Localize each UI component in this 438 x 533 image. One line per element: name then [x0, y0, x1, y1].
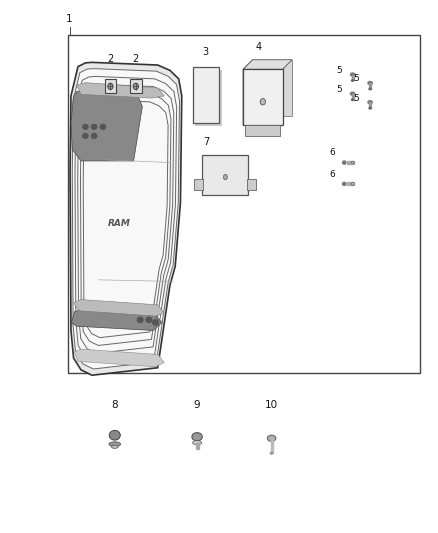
Ellipse shape [109, 431, 120, 440]
Bar [369, 102, 371, 108]
Bar [347, 161, 354, 164]
Bar [105, 79, 116, 93]
Ellipse shape [369, 108, 371, 109]
Bar [194, 179, 203, 190]
Ellipse shape [108, 83, 113, 90]
Text: 3: 3 [203, 47, 209, 57]
Text: RAM: RAM [108, 220, 131, 228]
Text: 6: 6 [329, 149, 335, 157]
Ellipse shape [92, 124, 97, 130]
Ellipse shape [352, 80, 353, 81]
Bar [352, 94, 353, 100]
Text: 7: 7 [203, 137, 209, 147]
Bar [193, 67, 219, 123]
Ellipse shape [223, 174, 227, 180]
Polygon shape [71, 309, 162, 330]
Ellipse shape [343, 182, 346, 185]
Text: 6: 6 [329, 170, 335, 179]
Ellipse shape [146, 317, 152, 322]
Ellipse shape [92, 134, 97, 139]
Polygon shape [72, 69, 180, 369]
Bar [253, 60, 292, 116]
Polygon shape [71, 90, 142, 161]
Bar [369, 83, 371, 89]
Bar [130, 79, 141, 93]
Text: 5: 5 [336, 66, 342, 75]
Ellipse shape [369, 88, 371, 90]
Text: 5: 5 [353, 75, 359, 83]
Ellipse shape [368, 101, 372, 104]
Ellipse shape [352, 99, 353, 100]
Text: 2: 2 [107, 54, 113, 64]
Ellipse shape [133, 83, 138, 90]
Polygon shape [75, 76, 177, 361]
Bar [196, 443, 198, 449]
Ellipse shape [351, 183, 354, 185]
Ellipse shape [260, 99, 265, 105]
Ellipse shape [83, 124, 88, 130]
Bar [247, 179, 256, 190]
Bar [271, 438, 272, 453]
Ellipse shape [343, 161, 346, 164]
Text: 10: 10 [265, 400, 278, 410]
Ellipse shape [109, 442, 120, 447]
Bar [347, 182, 354, 185]
Ellipse shape [270, 453, 273, 454]
Polygon shape [78, 84, 174, 353]
Polygon shape [74, 349, 164, 367]
Text: 5: 5 [353, 94, 359, 102]
Polygon shape [243, 60, 292, 69]
Bar [202, 155, 248, 195]
Polygon shape [245, 125, 280, 136]
Ellipse shape [267, 435, 276, 441]
Polygon shape [243, 60, 253, 125]
Text: 2: 2 [133, 54, 139, 64]
Ellipse shape [193, 441, 201, 445]
Bar [195, 70, 222, 126]
Text: 5: 5 [336, 85, 342, 94]
Ellipse shape [350, 92, 355, 95]
Text: 9: 9 [194, 400, 201, 410]
Polygon shape [77, 83, 164, 98]
Ellipse shape [192, 433, 202, 441]
Ellipse shape [368, 82, 372, 85]
Text: 4: 4 [255, 42, 261, 52]
Text: 1: 1 [66, 14, 72, 24]
Ellipse shape [100, 124, 106, 130]
Ellipse shape [111, 445, 118, 448]
Text: 8: 8 [111, 400, 118, 410]
Ellipse shape [83, 134, 88, 139]
Polygon shape [83, 100, 168, 337]
Bar [243, 69, 283, 125]
Polygon shape [74, 300, 164, 316]
Bar [352, 75, 353, 80]
Bar [68, 35, 420, 373]
Ellipse shape [137, 317, 143, 322]
Ellipse shape [152, 320, 158, 325]
Ellipse shape [350, 73, 355, 76]
Ellipse shape [351, 161, 354, 164]
Polygon shape [70, 62, 182, 375]
Polygon shape [81, 92, 171, 345]
